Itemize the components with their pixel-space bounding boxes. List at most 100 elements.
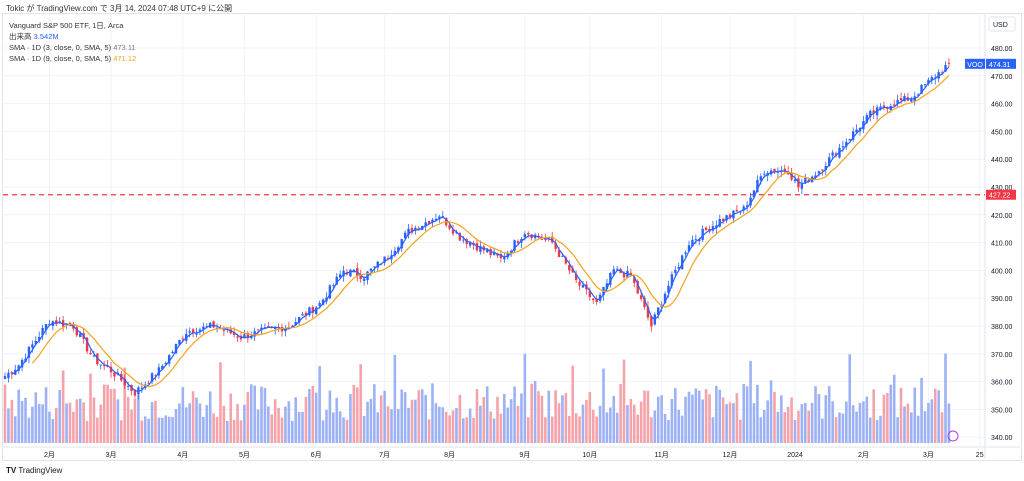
volume-bar bbox=[544, 417, 547, 443]
volume-bar bbox=[810, 402, 814, 443]
candle-body bbox=[793, 179, 797, 182]
volume-bar bbox=[3, 384, 7, 443]
candle-body bbox=[99, 364, 102, 366]
volume-bar bbox=[133, 398, 137, 443]
x-tick-label: 2024 bbox=[787, 452, 803, 459]
volume-bar bbox=[205, 405, 209, 443]
volume-bar bbox=[290, 420, 294, 443]
y-tick-label: 360.00 bbox=[991, 380, 1013, 387]
candle-body bbox=[544, 239, 547, 240]
volume-bar bbox=[366, 401, 369, 443]
volume-label: 出来高 bbox=[9, 32, 32, 41]
candle-body bbox=[267, 326, 270, 328]
volume-bar bbox=[99, 404, 103, 443]
volume-bar bbox=[520, 393, 523, 443]
volume-bar bbox=[537, 391, 540, 443]
candle-body bbox=[872, 110, 875, 114]
volume-bar bbox=[191, 391, 195, 443]
volume-bar bbox=[167, 416, 171, 443]
volume-bar bbox=[845, 401, 848, 443]
candle-body bbox=[739, 211, 742, 213]
candle-body bbox=[10, 372, 14, 374]
candle-body bbox=[598, 294, 602, 301]
volume-bar bbox=[687, 391, 691, 443]
volume-bar bbox=[540, 395, 544, 443]
volume-bar bbox=[171, 417, 174, 443]
tradingview-logo[interactable]: TV TradingView bbox=[6, 466, 63, 475]
candle-body bbox=[304, 312, 308, 316]
volume-bar bbox=[61, 370, 65, 443]
volume-bar bbox=[588, 391, 592, 443]
volume-bar bbox=[762, 409, 766, 443]
candle-body bbox=[297, 317, 301, 323]
volume-bar bbox=[181, 387, 185, 443]
sma3-line bbox=[11, 66, 950, 392]
volume-bar bbox=[496, 396, 499, 443]
candle-body bbox=[677, 266, 680, 269]
candle-body bbox=[554, 242, 557, 249]
candle-body bbox=[680, 255, 684, 270]
volume-bar bbox=[31, 406, 34, 443]
volume-bar bbox=[492, 418, 496, 443]
y-tick-label: 350.00 bbox=[991, 407, 1013, 414]
volume-bar bbox=[51, 419, 55, 443]
volume-bar bbox=[468, 408, 472, 443]
x-tick-label: 2月 bbox=[44, 451, 55, 459]
volume-bar bbox=[143, 416, 147, 443]
candle-body bbox=[191, 329, 195, 334]
volume-bar bbox=[386, 406, 390, 443]
candle-body bbox=[328, 285, 332, 299]
volume-bar bbox=[321, 420, 325, 443]
volume-bar bbox=[314, 392, 318, 443]
volume-bar bbox=[82, 402, 85, 443]
volume-bar bbox=[694, 388, 698, 443]
candle-body bbox=[376, 261, 379, 268]
volume-bar bbox=[732, 403, 735, 443]
candle-body bbox=[684, 252, 687, 254]
volume-bar bbox=[431, 383, 434, 443]
volume-bar bbox=[571, 365, 575, 443]
volume-bar bbox=[461, 418, 465, 443]
candle-body bbox=[318, 303, 321, 306]
volume-bar bbox=[715, 385, 718, 443]
candle-body bbox=[718, 219, 721, 227]
volume-bar bbox=[947, 403, 951, 443]
symbol-tag bbox=[965, 58, 985, 69]
volume-bar bbox=[92, 397, 96, 443]
candle-body bbox=[458, 233, 462, 241]
candle-body bbox=[308, 307, 311, 316]
volume-bar bbox=[65, 403, 68, 443]
candle-body bbox=[940, 72, 944, 74]
volume-bar bbox=[215, 417, 219, 443]
x-tick-label: 5月 bbox=[239, 451, 250, 459]
volume-bar bbox=[362, 416, 366, 443]
volume-bar bbox=[697, 390, 701, 443]
candle-body bbox=[527, 232, 530, 235]
x-tick-label: 11月 bbox=[654, 451, 668, 459]
candle-body bbox=[167, 355, 171, 364]
candle-body bbox=[109, 366, 113, 373]
candle-body bbox=[581, 285, 585, 288]
volume-bar bbox=[848, 354, 852, 443]
candle-body bbox=[236, 336, 239, 338]
candle-body bbox=[574, 274, 578, 281]
volume-bar bbox=[680, 415, 684, 443]
volume-bar bbox=[612, 396, 616, 443]
volume-bar bbox=[831, 401, 834, 443]
volume-bar bbox=[704, 389, 708, 443]
candle-body bbox=[150, 373, 154, 382]
volume-bar bbox=[161, 417, 164, 443]
volume-bar bbox=[745, 386, 749, 443]
volume-bar bbox=[349, 394, 352, 443]
candle-body bbox=[133, 389, 137, 396]
volume-bar bbox=[17, 389, 20, 443]
volume-bar bbox=[817, 394, 821, 443]
candle-body bbox=[639, 295, 643, 299]
candle-body bbox=[841, 146, 845, 148]
candle-body bbox=[96, 353, 99, 365]
candle-body bbox=[44, 324, 48, 330]
volume-bar bbox=[226, 420, 229, 443]
volume-bar bbox=[427, 419, 431, 443]
volume-bar bbox=[889, 384, 893, 443]
